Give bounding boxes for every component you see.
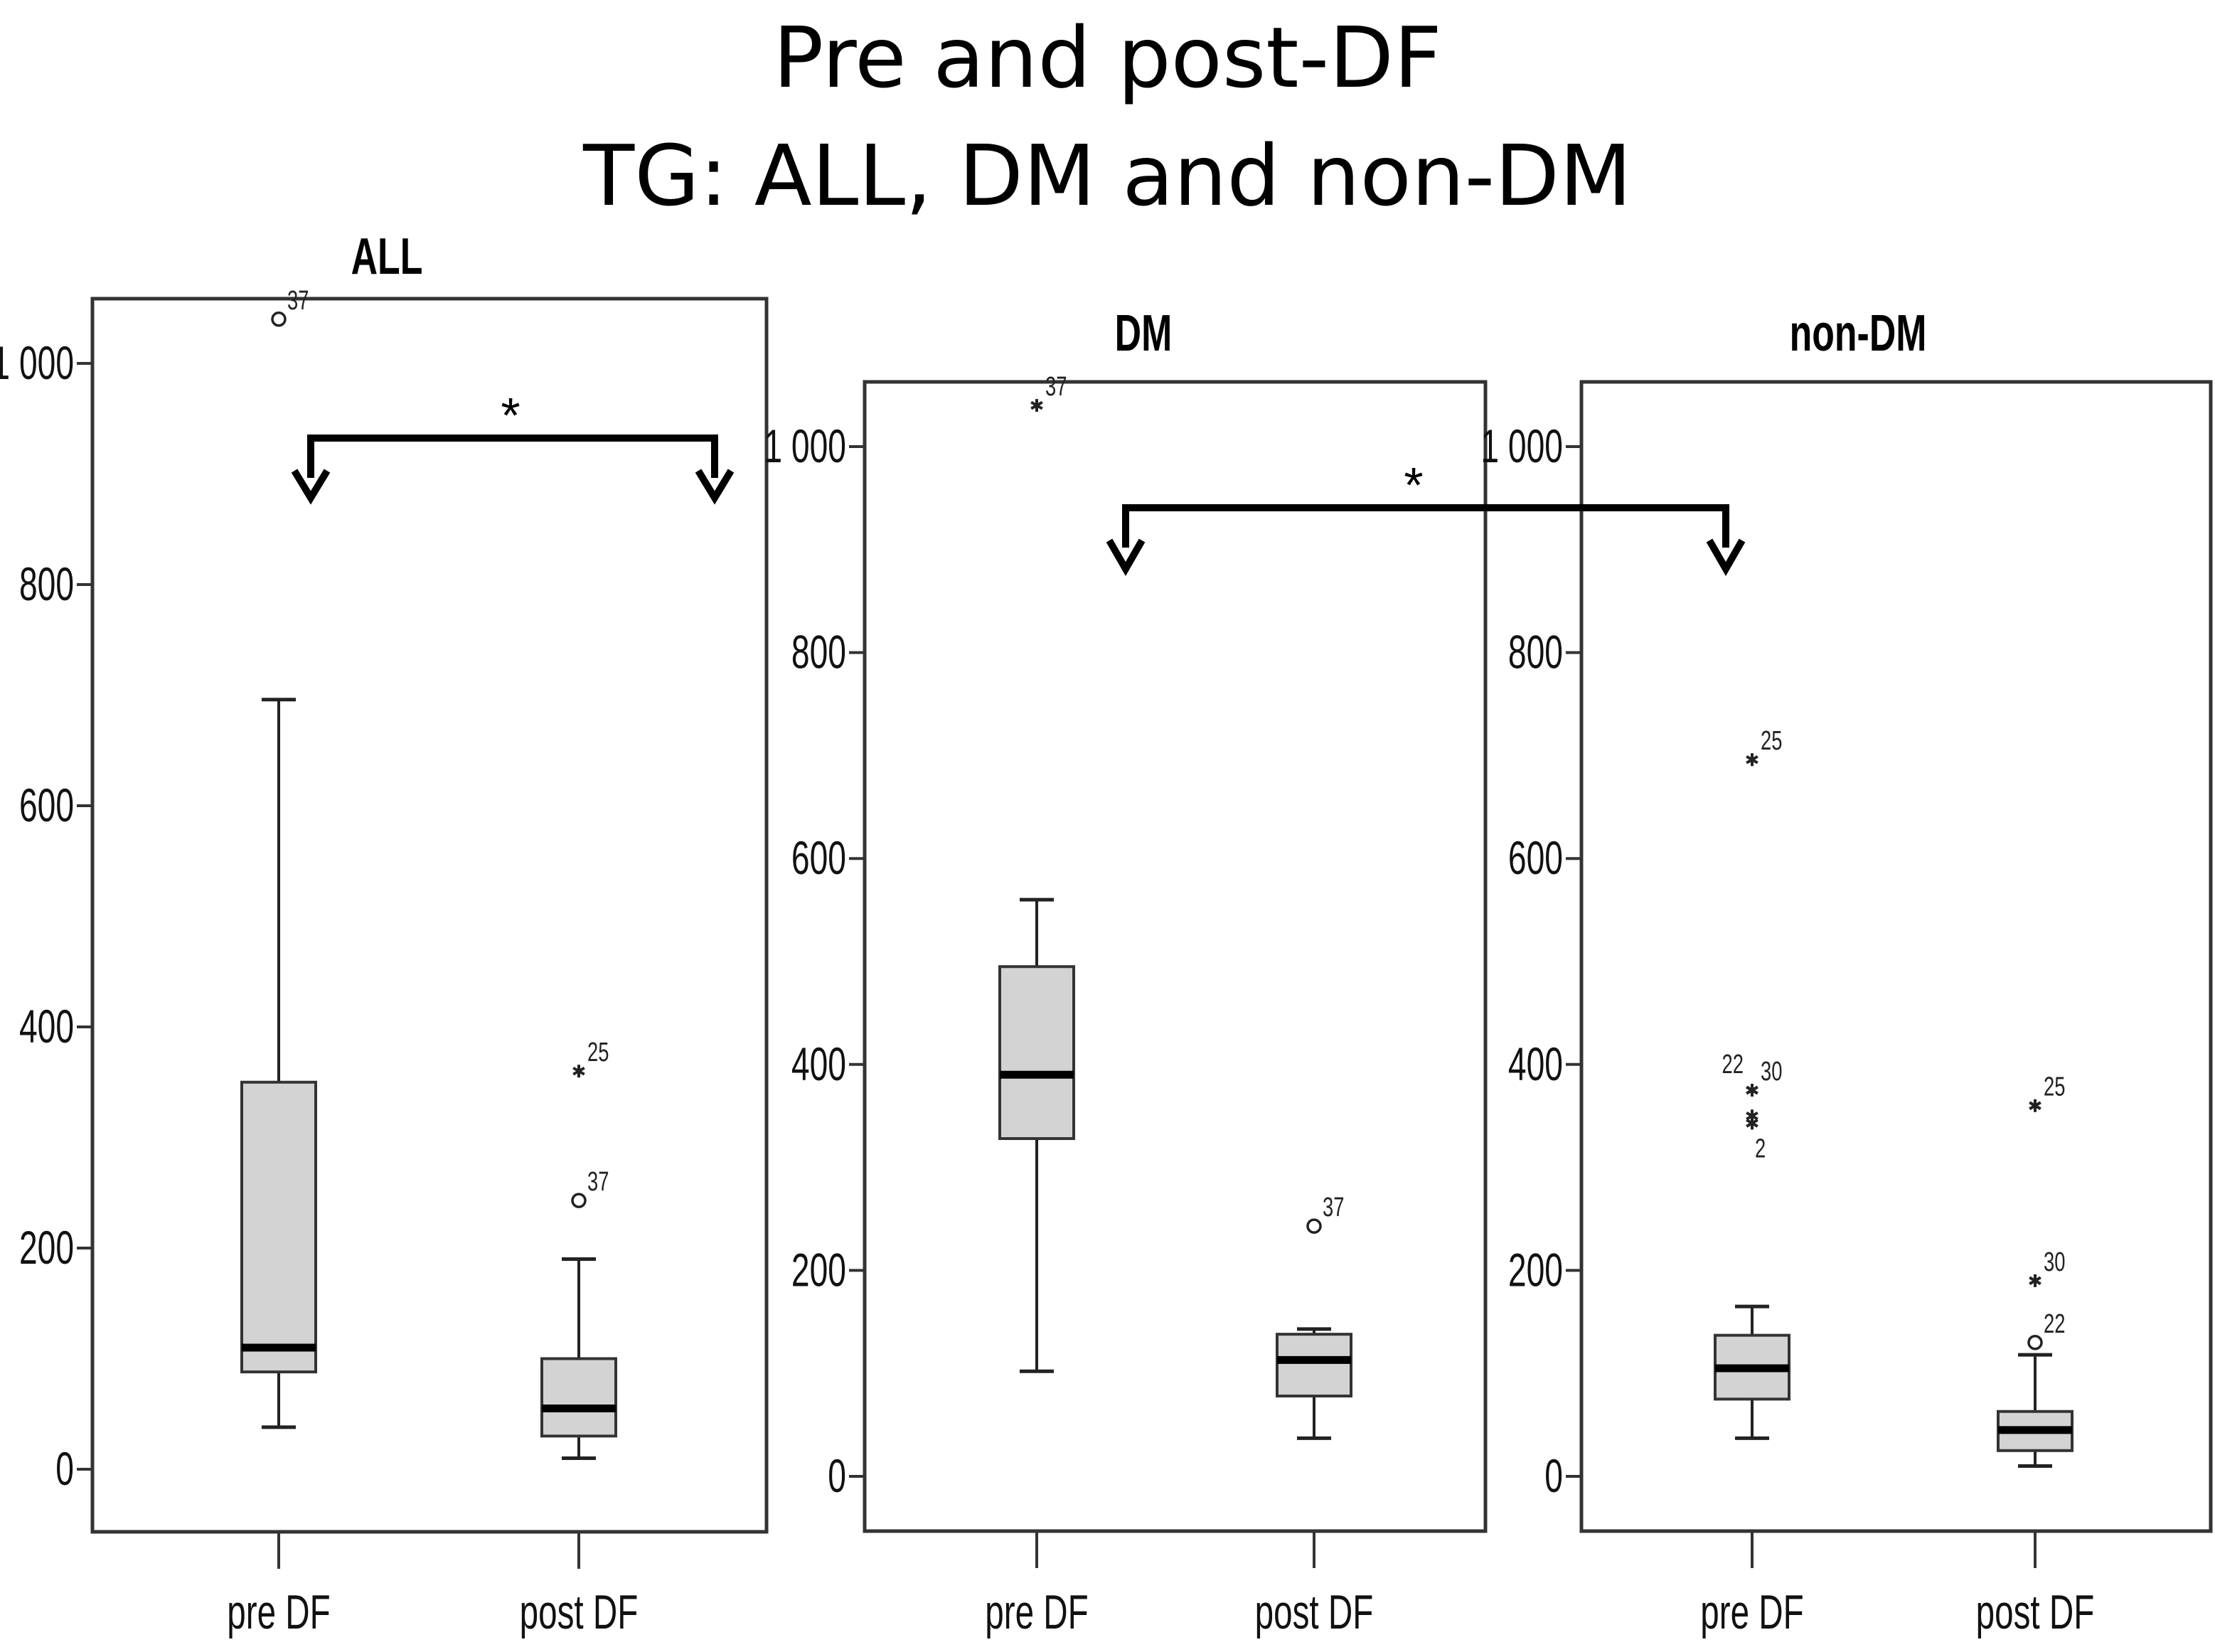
significance-star: * bbox=[1404, 457, 1423, 513]
outlier-label: 37 bbox=[1045, 372, 1067, 402]
box-post-df: 37 bbox=[1276, 1193, 1352, 1440]
boxes: 37 37 bbox=[998, 372, 1352, 1440]
y-tick-label: 200 bbox=[1508, 1244, 1563, 1296]
iqr-box bbox=[240, 1080, 317, 1374]
y-axis: 0 200 400 600 800 1 000 bbox=[0, 337, 92, 1496]
outlier-label: 37 bbox=[287, 286, 309, 316]
x-tick-label: pre DF bbox=[1700, 1586, 1803, 1639]
arrowhead-right bbox=[695, 469, 735, 505]
y-tick-label: 600 bbox=[791, 832, 846, 885]
outlier-label: 25 bbox=[587, 1038, 609, 1067]
arrowhead-left bbox=[291, 469, 331, 505]
bracket-line bbox=[1122, 504, 1729, 548]
outlier-label: 22 bbox=[2044, 1309, 2065, 1338]
outlier-circle bbox=[571, 1193, 587, 1208]
outlier-circle bbox=[271, 311, 287, 327]
significance-bracket-dm-non-dm: * bbox=[1106, 457, 1746, 577]
iqr-box bbox=[1276, 1333, 1352, 1398]
outlier-label: 37 bbox=[587, 1167, 609, 1197]
panel-title: ALL bbox=[351, 228, 423, 285]
outlier-label: 22 bbox=[1722, 1050, 1744, 1080]
bracket-line bbox=[307, 435, 718, 478]
star-stroke bbox=[1746, 1111, 1758, 1121]
x-tick-label: post DF bbox=[520, 1586, 639, 1639]
x-axis: pre DF post DF bbox=[1700, 1531, 2094, 1639]
y-tick-label: 800 bbox=[1508, 627, 1563, 679]
outlier-star bbox=[1746, 753, 1758, 767]
y-tick-label: 600 bbox=[1508, 832, 1563, 885]
star-stroke bbox=[1746, 1085, 1758, 1095]
panel-frame bbox=[1579, 380, 2213, 1533]
x-tick-label: post DF bbox=[1255, 1586, 1374, 1639]
y-tick-label: 0 bbox=[828, 1450, 846, 1503]
outlier-label: 30 bbox=[2044, 1247, 2065, 1277]
y-tick-label: 1 000 bbox=[0, 337, 74, 390]
panel-dm: DM 0 200 400 600 800 1 000 pre DF post DF 37 37 bbox=[764, 305, 1488, 1639]
x-tick-label: pre DF bbox=[985, 1586, 1088, 1639]
y-tick-label: 0 bbox=[55, 1443, 74, 1496]
y-tick-label: 600 bbox=[19, 779, 74, 832]
box-pre-df: 37 bbox=[240, 286, 317, 1429]
star-stroke bbox=[1746, 755, 1758, 764]
arrowhead-right bbox=[1706, 538, 1746, 577]
y-tick-label: 200 bbox=[791, 1244, 846, 1296]
outlier-star bbox=[1030, 399, 1043, 412]
y-tick-label: 1 000 bbox=[764, 420, 846, 473]
star-stroke bbox=[572, 1066, 585, 1076]
y-axis: 0 200 400 600 800 1 000 bbox=[764, 420, 865, 1503]
significance-bracket-all: * bbox=[291, 388, 735, 505]
star-stroke bbox=[1030, 400, 1043, 410]
panel-frame bbox=[863, 380, 1488, 1533]
x-axis: pre DF post DF bbox=[985, 1531, 1373, 1639]
y-tick-label: 400 bbox=[19, 1001, 74, 1053]
iqr-box bbox=[540, 1357, 617, 1438]
boxes: 37 25 37 bbox=[240, 286, 617, 1460]
y-tick-label: 0 bbox=[1544, 1450, 1563, 1503]
box-post-df: 25 30 22 bbox=[1997, 1072, 2073, 1469]
outlier-label: 2 bbox=[1755, 1134, 1766, 1163]
star-stroke bbox=[2029, 1276, 2041, 1286]
x-axis: pre DF post DF bbox=[227, 1532, 638, 1639]
panel-title: non-DM bbox=[1790, 305, 1927, 362]
outlier-star bbox=[1746, 1117, 1758, 1130]
outlier-circle bbox=[2027, 1335, 2043, 1350]
outlier-label: 37 bbox=[1323, 1193, 1344, 1222]
outlier-circle bbox=[1306, 1218, 1322, 1234]
outlier-label: 25 bbox=[1761, 726, 1782, 756]
y-tick-label: 200 bbox=[19, 1222, 74, 1274]
x-tick-label: pre DF bbox=[227, 1586, 330, 1639]
significance-star: * bbox=[501, 388, 520, 443]
panel-frame bbox=[90, 297, 769, 1534]
slide-title-line-1: Pre and post-DF bbox=[773, 9, 1442, 107]
y-axis: 0 200 400 600 800 1 000 bbox=[1480, 420, 1581, 1503]
star-stroke bbox=[1746, 1119, 1758, 1128]
outlier-star bbox=[2029, 1274, 2041, 1287]
star-stroke bbox=[2029, 1101, 2041, 1110]
x-tick-label: post DF bbox=[1976, 1586, 2095, 1639]
outlier-star bbox=[1746, 1084, 1758, 1097]
panel-title: DM bbox=[1115, 305, 1173, 362]
outlier-star bbox=[2029, 1099, 2041, 1112]
slide-title-line-2: TG: ALL, DM and non-DM bbox=[583, 127, 1632, 225]
box-pre-df: 37 bbox=[998, 372, 1075, 1373]
y-tick-label: 800 bbox=[19, 558, 74, 611]
arrowhead-left bbox=[1106, 538, 1146, 577]
outlier-label: 30 bbox=[1761, 1057, 1782, 1087]
y-tick-label: 1 000 bbox=[1480, 420, 1563, 473]
outlier-label: 25 bbox=[2044, 1072, 2065, 1102]
iqr-box bbox=[998, 965, 1075, 1141]
y-tick-label: 400 bbox=[791, 1038, 846, 1091]
y-tick-label: 800 bbox=[791, 627, 846, 679]
box-post-df: 25 37 bbox=[540, 1038, 617, 1460]
y-tick-label: 400 bbox=[1508, 1038, 1563, 1091]
outlier-star bbox=[572, 1065, 585, 1078]
